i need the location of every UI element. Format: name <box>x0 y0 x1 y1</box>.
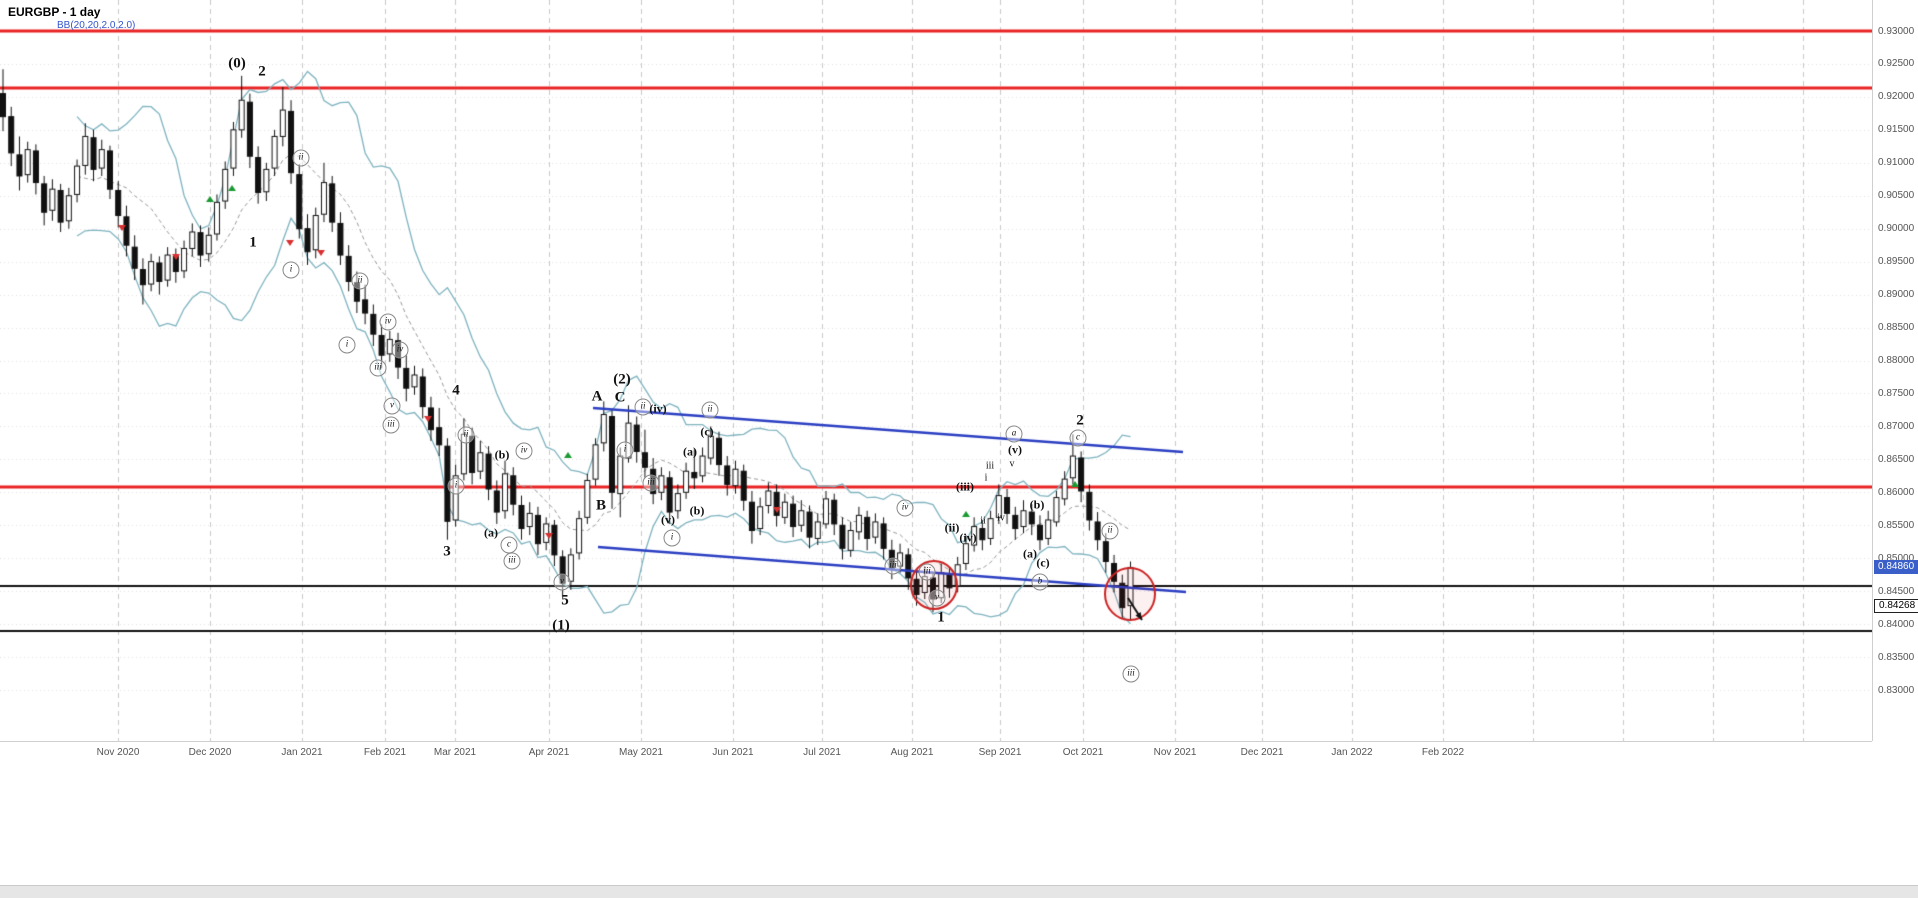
price-tick-label: 0.84000 <box>1878 618 1915 630</box>
time-tick-label: Jan 2021 <box>281 747 323 758</box>
price-tick-label: 0.91500 <box>1878 124 1915 136</box>
time-tick-label: Dec 2020 <box>188 747 232 758</box>
chart-plot-area[interactable]: EURGBP - 1 day BB(20,20,2.0,2.0) (0) 2 1 4 3… <box>0 0 1872 741</box>
price-tick-label: 0.89500 <box>1878 256 1915 268</box>
price-tick-label: 0.88000 <box>1878 355 1915 366</box>
price-tick-label: 0.84500 <box>1878 585 1915 597</box>
price-tick-label: 0.85000 <box>1878 552 1915 564</box>
price-tick-label: 0.83500 <box>1878 651 1915 663</box>
price-tick-label: 0.90000 <box>1878 223 1915 235</box>
price-tick-label: 0.89000 <box>1878 289 1915 301</box>
time-axis[interactable]: Nov 2020 Dec 2020 Jan 2021 Feb 2021 Mar 2021… <box>0 741 1872 768</box>
last-price-badge: 0.84860 <box>1874 560 1918 575</box>
time-tick-label: Nov 2020 <box>96 747 140 758</box>
price-tick-label: 0.93000 <box>1878 25 1915 37</box>
price-tick-label: 0.86000 <box>1878 486 1915 498</box>
time-tick-label: Jul 2021 <box>803 747 841 758</box>
time-tick-label: Oct 2021 <box>1062 747 1104 758</box>
time-tick-label: Apr 2021 <box>528 747 570 758</box>
time-tick-label: Sep 2021 <box>978 747 1022 758</box>
time-tick-label: Nov 2021 <box>1153 747 1197 758</box>
time-tick-label: Feb 2022 <box>1421 747 1465 758</box>
price-level-badge: 0.84268 <box>1874 599 1918 614</box>
price-chart-canvas[interactable] <box>0 0 1872 741</box>
time-tick-label: Jun 2021 <box>712 747 754 758</box>
window-bottom-strip <box>0 885 1918 898</box>
price-tick-label: 0.87500 <box>1878 387 1915 399</box>
price-axis[interactable]: 0.93000 0.92500 0.92000 0.91500 0.91000 0.905… <box>1872 0 1918 741</box>
price-tick-label: 0.86500 <box>1878 453 1915 465</box>
time-tick-label: Feb 2021 <box>363 747 407 758</box>
time-tick-label: Dec 2021 <box>1240 747 1284 758</box>
time-tick-label: Mar 2021 <box>433 747 477 758</box>
price-tick-label: 0.83000 <box>1878 684 1915 696</box>
price-tick-label: 0.85500 <box>1878 519 1915 531</box>
time-tick-label: May 2021 <box>619 747 663 758</box>
time-tick-label: Jan 2022 <box>1331 747 1373 758</box>
time-tick-label: Aug 2021 <box>890 747 934 758</box>
price-tick-label: 0.91000 <box>1878 157 1915 169</box>
price-tick-label: 0.92500 <box>1878 58 1915 70</box>
price-tick-label: 0.90500 <box>1878 190 1915 202</box>
price-tick-label: 0.87000 <box>1878 420 1915 432</box>
price-tick-label: 0.92000 <box>1878 91 1915 103</box>
price-tick-label: 0.88500 <box>1878 322 1915 334</box>
